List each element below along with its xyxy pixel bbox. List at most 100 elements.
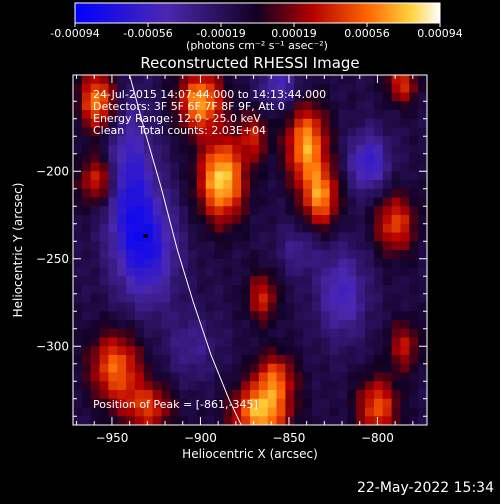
heatmap-cell <box>250 75 260 85</box>
heatmap-cell <box>373 398 384 408</box>
heatmap-cell <box>285 136 295 146</box>
heatmap-cell <box>285 206 295 216</box>
heatmap-cell <box>329 416 339 425</box>
heatmap-cell <box>117 381 127 391</box>
heatmap-cell <box>73 293 83 303</box>
heatmap-cell <box>179 206 189 216</box>
heatmap-cell <box>81 285 92 295</box>
heatmap-cell <box>152 250 162 260</box>
heatmap-cell <box>152 416 162 425</box>
heatmap-cell <box>320 398 331 408</box>
heatmap-cell <box>170 162 180 172</box>
heatmap-cell <box>338 346 348 356</box>
heatmap-cell <box>214 75 224 85</box>
heatmap-cell <box>382 355 392 365</box>
heatmap-cell <box>391 171 401 181</box>
heatmap-cell <box>99 320 109 330</box>
heatmap-cell <box>161 320 171 330</box>
heatmap-cell <box>214 372 224 382</box>
x-tick-label: −950 <box>95 431 128 445</box>
heatmap-cell <box>276 215 286 225</box>
heatmap-cell <box>267 171 277 181</box>
heatmap-cell <box>409 276 419 286</box>
heatmap-cell <box>294 215 304 225</box>
heatmap-cell <box>214 328 224 338</box>
heatmap-cell <box>117 276 127 286</box>
heatmap-cell <box>276 145 286 155</box>
heatmap-cell <box>258 302 269 312</box>
heatmap-cell <box>365 83 375 93</box>
heatmap-cell <box>73 407 83 417</box>
heatmap-cell <box>356 346 366 356</box>
heatmap-cell <box>365 118 375 128</box>
heatmap-cell <box>134 398 145 408</box>
heatmap-cell <box>188 127 198 137</box>
heatmap-cell <box>161 328 171 338</box>
heatmap-cell <box>338 101 348 111</box>
heatmap-cell <box>99 180 109 190</box>
heatmap-cell <box>170 355 180 365</box>
heatmap-cell <box>99 136 109 146</box>
heatmap-cell <box>205 145 215 155</box>
heatmap-cell <box>347 250 357 260</box>
heatmap-cell <box>134 258 145 268</box>
heatmap-cell <box>250 320 260 330</box>
heatmap-cell <box>161 390 171 400</box>
heatmap-cell <box>400 197 410 207</box>
heatmap-cell <box>161 346 171 356</box>
heatmap-cell <box>73 390 83 400</box>
heatmap-cell <box>418 320 427 330</box>
heatmap-cell <box>152 372 162 382</box>
heatmap-cell <box>418 390 427 400</box>
heatmap-cell <box>223 162 233 172</box>
heatmap-cell <box>143 101 154 111</box>
heatmap-cell <box>232 355 242 365</box>
heatmap-cell <box>126 416 136 425</box>
heatmap-cell <box>134 101 145 111</box>
heatmap-cell <box>99 118 109 128</box>
heatmap-cell <box>223 241 233 251</box>
heatmap-cell <box>108 285 118 295</box>
heatmap-cell <box>126 346 136 356</box>
heatmap-cell <box>170 188 180 198</box>
heatmap-cell <box>152 302 162 312</box>
heatmap-cell <box>311 188 322 198</box>
heatmap-cell <box>126 92 136 102</box>
heatmap-cell <box>81 232 92 242</box>
heatmap-cell <box>205 136 215 146</box>
heatmap-cell <box>126 302 136 312</box>
heatmap-cell <box>320 390 331 400</box>
heatmap-cell <box>73 153 83 163</box>
heatmap-cell <box>294 285 304 295</box>
heatmap-cell <box>400 337 410 347</box>
heatmap-cell <box>188 258 198 268</box>
heatmap-cell <box>179 346 189 356</box>
heatmap-cell <box>418 92 427 102</box>
heatmap-cell <box>179 232 189 242</box>
heatmap-cell <box>232 346 242 356</box>
heatmap-cell <box>134 346 145 356</box>
heatmap-cell <box>382 302 392 312</box>
heatmap-cell <box>126 372 136 382</box>
heatmap-cell <box>320 188 331 198</box>
heatmap-cell <box>391 267 401 277</box>
heatmap-cell <box>232 101 242 111</box>
heatmap-cell <box>99 197 109 207</box>
heatmap-cell <box>108 407 118 417</box>
heatmap-cell <box>126 101 136 111</box>
info-annotations: 24-Jul-2015 14:07:44.000 to 14:13:44.000… <box>93 88 326 137</box>
heatmap-cell <box>285 267 295 277</box>
heatmap-cell <box>347 407 357 417</box>
heatmap-cell <box>338 206 348 216</box>
x-tick-label: −850 <box>272 431 305 445</box>
heatmap-cell <box>258 180 269 190</box>
heatmap-cell <box>373 276 384 286</box>
heatmap-cell <box>258 285 269 295</box>
heatmap-cell <box>152 92 162 102</box>
heatmap-cell <box>382 416 392 425</box>
heatmap-cell <box>418 285 427 295</box>
heatmap-cell <box>418 215 427 225</box>
heatmap-cell <box>258 346 269 356</box>
heatmap-cell <box>81 407 92 417</box>
heatmap-cell <box>205 250 215 260</box>
